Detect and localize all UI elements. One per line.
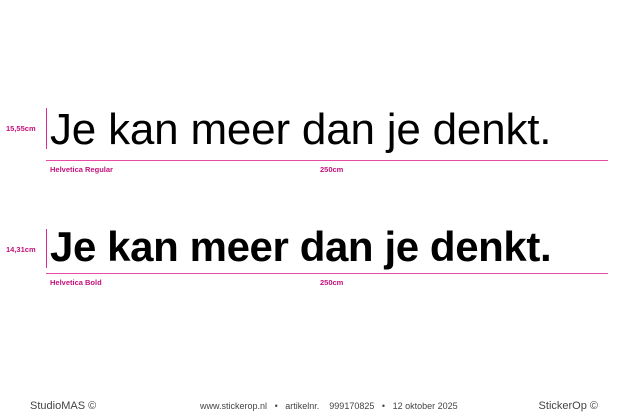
brand-credit: StickerOp © [538,400,598,412]
article-label: artikelnr. [285,401,320,411]
height-indicator [46,108,47,149]
width-label: 250cm [320,165,344,174]
font-name-label: Helvetica Bold [50,278,102,287]
sample-text: Je kan meer dan je denkt. [50,105,552,154]
font-name-label: Helvetica Regular [50,165,113,174]
width-guide-line [46,160,608,161]
studio-credit: StudioMAS © [30,400,97,412]
footer-info: www.stickerop.nl • artikelnr. 999170825 … [200,401,458,411]
width-guide-line [46,273,608,274]
separator: • [274,401,278,411]
height-label: 14,31cm [6,245,36,254]
date: 12 oktober 2025 [392,401,458,411]
width-label: 250cm [320,278,344,287]
separator: • [381,401,386,411]
article-number: 999170825 [329,401,375,411]
footer: StudioMAS © www.stickerop.nl • artikelnr… [0,400,620,416]
height-label: 15,55cm [6,124,36,133]
website-link[interactable]: www.stickerop.nl [200,401,268,411]
height-indicator [46,229,47,268]
sample-text: Je kan meer dan je denkt. [50,223,552,270]
